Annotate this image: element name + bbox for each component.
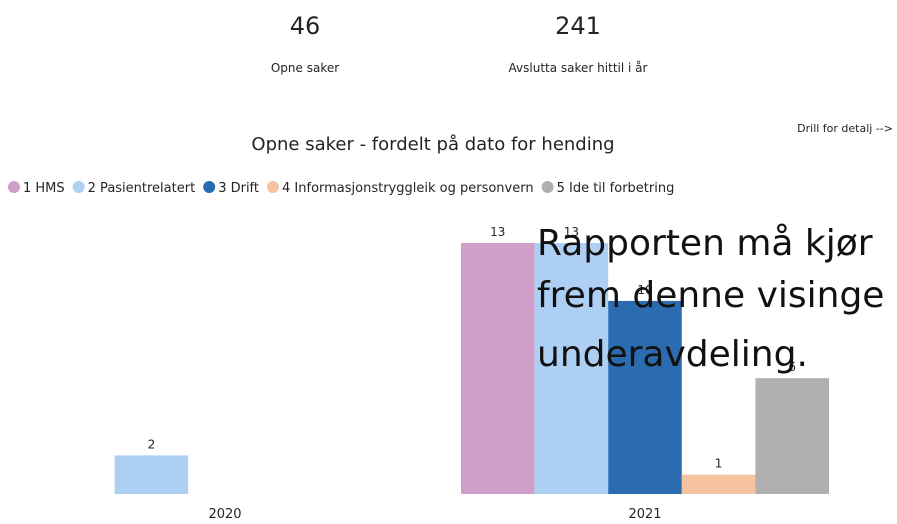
legend: 1 HMS 2 Pasientrelatert 3 Drift 4 Informasj… [8, 181, 674, 196]
data-label: 1 [715, 457, 723, 471]
legend-swatch [72, 181, 85, 193]
chart-title: Opne saker - fordelt på dato for hending [251, 134, 614, 155]
overlay-message: Rapporten må kjør frem denne visinge under… [537, 223, 884, 375]
data-label: 10 [637, 283, 652, 297]
data-label: 13 [564, 225, 579, 239]
x-tick-label: 2021 [628, 507, 661, 522]
legend-label: 3 Drift [218, 181, 259, 196]
bar [608, 300, 682, 494]
x-tick-label: 2020 [208, 507, 241, 522]
data-label: 2 [148, 437, 156, 451]
bar [534, 243, 609, 494]
overlay-line: frem denne visinge [537, 275, 884, 316]
bar [755, 378, 829, 494]
bar [461, 243, 535, 494]
kpi-label: Opne saker [271, 61, 339, 75]
data-label: 13 [490, 225, 505, 239]
legend-label: 2 Pasientrelatert [88, 181, 196, 196]
bar [681, 474, 756, 494]
bar [114, 455, 189, 494]
kpi-value: 241 [555, 12, 601, 40]
legend-swatch [541, 181, 554, 193]
drill-link[interactable]: Drill for detalj --> [797, 122, 893, 135]
plot: 2020 2 2021 13 13 10 1 6 [114, 225, 829, 522]
kpi-label: Avslutta saker hittil i år [509, 61, 648, 75]
legend-swatch [267, 181, 280, 193]
kpi-value: 46 [290, 12, 321, 40]
legend-label: 5 Ide til forbetring [557, 181, 675, 196]
data-label: 6 [788, 360, 796, 374]
overlay-line: underavdeling. [537, 334, 808, 375]
legend-label: 4 Informasjonstryggleik og personvern [282, 181, 534, 196]
legend-swatch [8, 181, 20, 193]
legend-label: 1 HMS [23, 181, 65, 196]
legend-swatch [203, 181, 216, 193]
overlay-line: Rapporten må kjør [537, 223, 873, 264]
